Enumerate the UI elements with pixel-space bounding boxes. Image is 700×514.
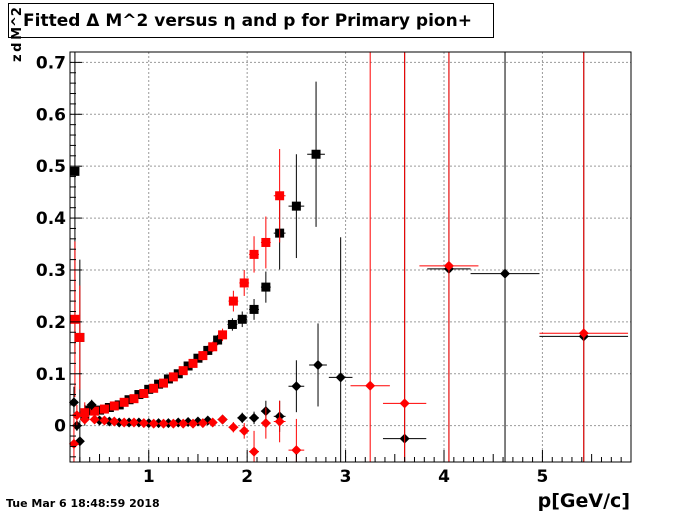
data-point-square: [311, 149, 321, 159]
y-tick-label: 0.3: [36, 261, 66, 281]
x-axis-label: p[GeV/c]: [537, 490, 630, 512]
data-point-diamond: [249, 412, 260, 423]
data-point-square: [227, 319, 237, 329]
x-tick-label: 5: [536, 467, 548, 487]
x-tick-label: 1: [143, 467, 155, 487]
data-point-square: [154, 379, 164, 389]
data-point-diamond: [291, 445, 302, 456]
data-point-diamond: [168, 418, 179, 429]
grid: [70, 52, 631, 462]
data-point-diamond: [89, 414, 100, 425]
data-point-square: [144, 384, 154, 394]
data-point-diamond: [365, 380, 376, 391]
data-point-square: [80, 408, 90, 418]
data-point-square: [237, 314, 247, 324]
data-point-diamond: [148, 418, 159, 429]
data-point-square: [104, 403, 114, 413]
data-point-square: [203, 345, 213, 355]
data-point-square: [218, 330, 228, 340]
data-point-square: [99, 404, 109, 414]
data-point-square: [95, 405, 105, 415]
data-point-square: [70, 314, 80, 324]
data-point-square: [149, 383, 159, 393]
data-point-square: [261, 237, 271, 247]
data-point-diamond: [239, 425, 250, 436]
data-point-square: [168, 372, 178, 382]
data-point-square: [188, 358, 198, 368]
x-tick-label: 2: [241, 467, 253, 487]
data-point-diamond: [128, 417, 139, 428]
data-point-diamond: [217, 414, 228, 425]
data-point-square: [124, 395, 134, 405]
data-point-square: [119, 397, 129, 407]
y-tick-label: 0.6: [36, 105, 66, 125]
data-point-square: [261, 282, 271, 292]
data-point-diamond: [335, 372, 346, 383]
data-point-diamond: [274, 416, 285, 427]
data-point-square: [178, 366, 188, 376]
data-point-diamond: [207, 417, 218, 428]
data-point-diamond: [158, 418, 169, 429]
data-point-square: [291, 201, 301, 211]
data-point-square: [129, 394, 139, 404]
data-point-square: [249, 304, 259, 314]
x-tick-label: 3: [340, 467, 352, 487]
data-point-square: [183, 361, 193, 371]
y-tick-label: 0.5: [36, 157, 66, 177]
data-point-diamond: [237, 412, 248, 423]
plot-frame: [69, 51, 632, 463]
data-point-diamond: [188, 418, 199, 429]
data-point-square: [198, 351, 208, 361]
data-point-square: [249, 249, 259, 259]
data-point-square: [173, 369, 183, 379]
chart-title: Fitted Δ M^2 versus η and p for Primary …: [8, 3, 494, 38]
data-point-square: [163, 374, 173, 384]
data-point-diamond: [99, 415, 110, 426]
data-point-diamond: [197, 418, 208, 429]
data-point-diamond: [79, 414, 90, 425]
data-point-square: [139, 388, 149, 398]
data-point-square: [70, 166, 80, 176]
data-point-square: [134, 390, 144, 400]
data-point-square: [228, 296, 238, 306]
axes: 1 2 3 4 5 0 0.1 0.2 0.3 0.4 0.5 0.6 0.7: [36, 51, 632, 487]
y-tick-label: 0: [54, 417, 66, 437]
data-point-diamond: [71, 410, 82, 421]
timestamp: Tue Mar 6 18:48:59 2018: [6, 497, 160, 510]
data-point-diamond: [260, 418, 271, 429]
data-point-diamond: [578, 328, 589, 339]
data-point-square: [114, 400, 124, 410]
y-tick-label: 0.1: [36, 365, 66, 385]
data-point-diamond: [178, 418, 189, 429]
data-point-square: [275, 191, 285, 201]
data-point-square: [193, 353, 203, 363]
data-point-diamond: [291, 381, 302, 392]
data-point-diamond: [228, 422, 239, 433]
data-point-diamond: [138, 418, 149, 429]
data-point-square: [213, 335, 223, 345]
data-point-diamond: [399, 398, 410, 409]
x-tick-label: 4: [438, 467, 450, 487]
data-point-square: [109, 401, 119, 411]
data-point-diamond: [313, 359, 324, 370]
data-point-square: [208, 342, 218, 352]
data-point-diamond: [249, 446, 260, 457]
data-point-square: [159, 378, 168, 388]
data-point-diamond: [443, 260, 454, 271]
data-point-square: [85, 405, 95, 415]
y-tick-label: 0.2: [36, 313, 66, 333]
data-point-square: [239, 278, 249, 288]
data-point-diamond: [500, 268, 511, 279]
y-tick-label: 0.7: [36, 53, 66, 73]
data-point-diamond: [86, 399, 97, 410]
data-point-square: [90, 406, 100, 416]
data-point-square: [75, 332, 85, 342]
y-axis-label: z d M^2: [10, 7, 25, 62]
y-tick-label: 0.4: [36, 209, 66, 229]
data-layer: [68, 52, 629, 462]
data-point-diamond: [109, 416, 120, 427]
data-point-diamond: [119, 417, 130, 428]
